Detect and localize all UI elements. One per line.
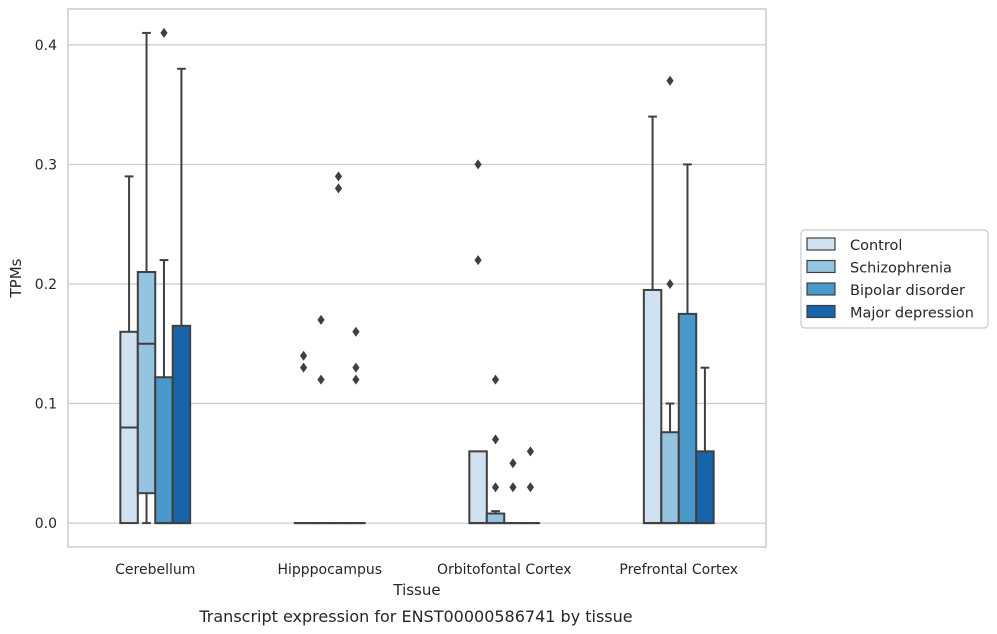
y-tick-label: 0.2 bbox=[35, 277, 57, 293]
x-tick-label: Hipppocampus bbox=[277, 562, 382, 578]
legend: Control Schizophrenia Bipolar disorder Majo… bbox=[801, 230, 988, 328]
y-tick-label: 0.4 bbox=[35, 38, 57, 54]
legend-swatch bbox=[807, 306, 835, 318]
box-body bbox=[155, 377, 172, 523]
x-tick-label: Orbitofontal Cortex bbox=[437, 562, 572, 578]
box-body bbox=[661, 432, 678, 523]
legend-swatch bbox=[807, 283, 835, 295]
y-tick-label: 0.3 bbox=[35, 157, 57, 173]
x-tick-label: Cerebellum bbox=[115, 562, 195, 578]
legend-label: Bipolar disorder bbox=[850, 283, 965, 299]
y-tick-label: 0.1 bbox=[35, 397, 57, 413]
legend-label: Major depression bbox=[850, 306, 974, 322]
chart: 0.0 0.1 0.2 0.3 0.4 Cerebellum Hipppocampus Or… bbox=[0, 0, 997, 634]
legend-swatch bbox=[807, 261, 835, 273]
box-body bbox=[644, 290, 661, 523]
box-body bbox=[173, 326, 190, 523]
box-body bbox=[487, 514, 504, 524]
box-body bbox=[138, 272, 155, 493]
x-axis-title: Tissue bbox=[392, 581, 440, 599]
box-body bbox=[696, 451, 713, 523]
box-body bbox=[679, 314, 696, 523]
legend-swatch bbox=[807, 238, 835, 250]
x-tick-label: Prefrontal Cortex bbox=[619, 562, 738, 578]
boxplot-svg: 0.0 0.1 0.2 0.3 0.4 Cerebellum Hipppocampus Or… bbox=[0, 0, 997, 634]
box-body bbox=[469, 451, 486, 523]
chart-caption: Transcript expression for ENST0000058674… bbox=[198, 607, 632, 626]
y-tick-label: 0.0 bbox=[35, 516, 57, 532]
legend-label: Schizophrenia bbox=[850, 261, 952, 277]
legend-label: Control bbox=[850, 238, 902, 254]
y-axis-title: TPMs bbox=[7, 258, 25, 298]
